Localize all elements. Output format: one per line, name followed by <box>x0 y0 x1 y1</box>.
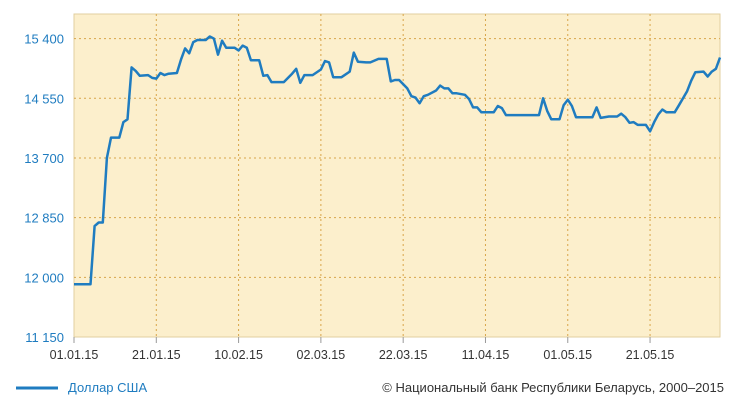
plot-area <box>73 13 721 338</box>
x-axis-ticks: 01.01.15 21.01.15 10.02.15 02.03.15 22.03.15… <box>50 337 675 362</box>
x-tick-label: 22.03.15 <box>379 348 428 362</box>
x-tick-label: 01.05.15 <box>543 348 592 362</box>
y-tick-label: 13 700 <box>24 151 64 166</box>
copyright-credit: © Национальный банк Республики Беларусь,… <box>382 380 724 395</box>
series-layer <box>74 35 722 286</box>
x-tick-label: 10.02.15 <box>214 348 263 362</box>
y-axis-ticks: 11 150 12 000 12 850 13 700 14 550 15 400 <box>24 32 64 345</box>
x-tick-label: 01.01.15 <box>50 348 99 362</box>
legend-label: Доллар США <box>68 380 147 395</box>
series-line-usd <box>74 35 722 286</box>
y-tick-label: 12 000 <box>24 270 64 285</box>
x-tick-label: 11.04.15 <box>462 348 510 362</box>
x-tick-label: 21.01.15 <box>132 348 181 362</box>
x-tick-label: 21.05.15 <box>626 348 675 362</box>
legend: Доллар США <box>16 380 147 395</box>
y-tick-label: 12 850 <box>24 211 64 226</box>
y-tick-label: 15 400 <box>24 32 64 47</box>
x-tick-label: 02.03.15 <box>297 348 346 362</box>
y-tick-label: 11 150 <box>25 330 64 345</box>
y-tick-label: 14 550 <box>24 91 64 106</box>
grid-lines <box>74 14 720 337</box>
